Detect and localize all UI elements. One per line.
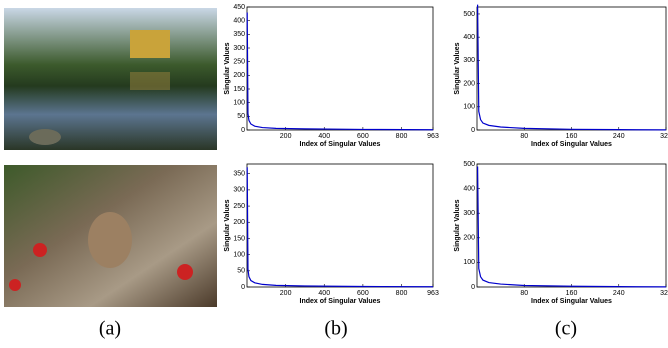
x-tick-label: 80 [520, 290, 528, 297]
line-series [476, 4, 667, 131]
x-tick-label: 800 [396, 290, 408, 297]
x-tick-label: 32 [660, 290, 668, 297]
x-tick-label: 200 [280, 290, 292, 297]
y-tick-label: 150 [233, 235, 245, 242]
y-tick-label: 100 [233, 251, 245, 258]
y-tick-label: 200 [233, 72, 245, 79]
axes-box [246, 163, 434, 288]
y-tick-label: 200 [233, 219, 245, 226]
y-tick-label: 400 [463, 185, 475, 192]
y-tick-label: 250 [233, 203, 245, 210]
y-tick-label: 250 [233, 59, 245, 66]
y-tick-label: 0 [471, 127, 475, 134]
y-tick-label: 300 [463, 210, 475, 217]
photo-temple [4, 8, 217, 150]
x-tick-label: 963 [427, 290, 439, 297]
caption: (a) [99, 318, 121, 340]
y-tick-label: 300 [233, 187, 245, 194]
y-axis-label: Singular Values [224, 199, 231, 251]
y-tick-label: 50 [237, 268, 245, 275]
y-tick-label: 100 [463, 104, 475, 111]
x-tick-label: 80 [520, 133, 528, 140]
y-axis-label: Singular Values [454, 42, 461, 94]
x-tick-label: 160 [566, 133, 578, 140]
y-tick-label: 0 [241, 284, 245, 291]
axes-box [246, 6, 434, 131]
y-axis-label: Singular Values [454, 199, 461, 251]
y-tick-label: 500 [463, 161, 475, 168]
chart: 0 100 200 300 400 500 80 160 240 32 Index of Singu… [454, 4, 668, 148]
chart: 0 100 200 300 400 500 80 160 240 32 Index of Singu… [454, 161, 668, 305]
y-tick-label: 300 [463, 57, 475, 64]
chart: 0 50 100 150 200 250 300 350 400 450 200 400 600 800 9… [224, 4, 439, 148]
x-tick-label: 32 [660, 133, 668, 140]
y-tick-label: 350 [233, 171, 245, 178]
y-tick-label: 450 [233, 4, 245, 11]
x-axis-label: Index of Singular Values [300, 141, 381, 148]
line-series [246, 12, 434, 131]
x-tick-label: 800 [396, 133, 408, 140]
x-tick-label: 600 [357, 133, 369, 140]
x-tick-label: 400 [318, 133, 330, 140]
y-tick-label: 400 [233, 18, 245, 25]
x-axis-label: Index of Singular Values [300, 298, 381, 305]
y-tick-label: 100 [463, 259, 475, 266]
x-tick-label: 400 [318, 290, 330, 297]
chart: 0 50 100 150 200 250 300 350 200 400 600 800 963 Inde… [224, 163, 439, 305]
y-axis-label: Singular Values [224, 42, 231, 94]
y-tick-label: 500 [463, 11, 475, 18]
x-tick-label: 240 [613, 290, 625, 297]
axes-box [476, 6, 667, 131]
y-tick-label: 0 [241, 127, 245, 134]
x-tick-label: 160 [566, 290, 578, 297]
y-tick-label: 150 [233, 86, 245, 93]
line-series [246, 167, 434, 288]
x-tick-label: 240 [613, 133, 625, 140]
photo-lynx [4, 165, 217, 307]
y-tick-label: 200 [463, 235, 475, 242]
caption: (c) [555, 318, 577, 340]
x-tick-label: 963 [427, 133, 439, 140]
x-axis-label: Index of Singular Values [531, 298, 612, 305]
line-series [476, 166, 667, 288]
y-tick-label: 400 [463, 34, 475, 41]
y-tick-label: 100 [233, 100, 245, 107]
x-axis-label: Index of Singular Values [531, 141, 612, 148]
x-tick-label: 200 [280, 133, 292, 140]
y-tick-label: 0 [471, 284, 475, 291]
y-tick-label: 200 [463, 80, 475, 87]
x-tick-label: 600 [357, 290, 369, 297]
y-tick-label: 300 [233, 45, 245, 52]
caption: (b) [324, 318, 347, 340]
y-tick-label: 350 [233, 31, 245, 38]
axes-box [476, 163, 667, 288]
y-tick-label: 50 [237, 113, 245, 120]
